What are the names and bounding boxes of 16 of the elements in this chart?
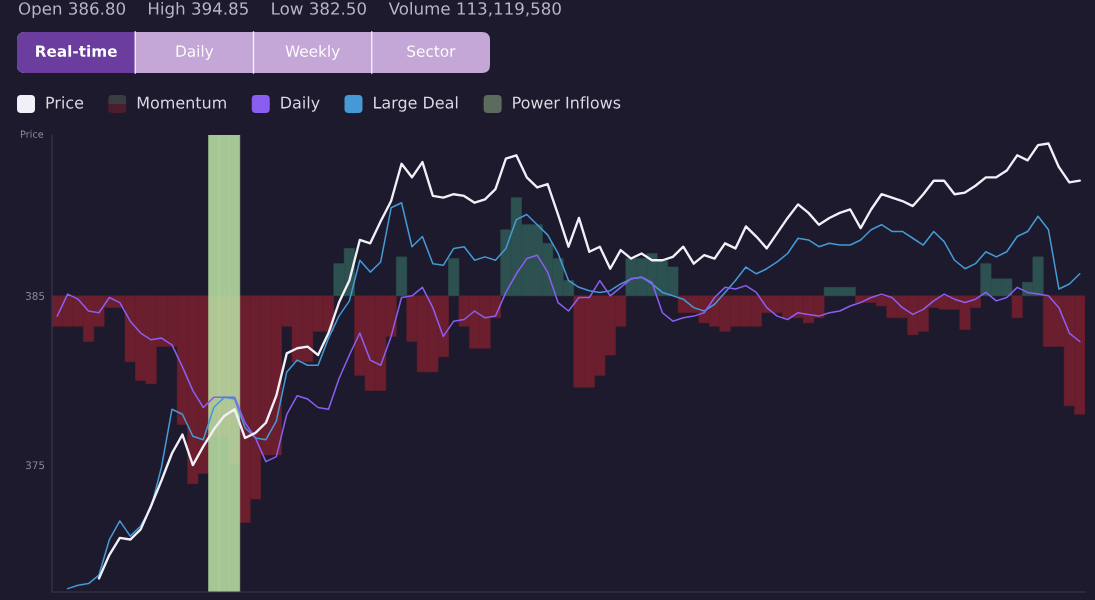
text: Real-time xyxy=(36,45,117,57)
text: Open 386.80 xyxy=(18,2,126,19)
y-axis-title: Price xyxy=(20,130,44,138)
y-tick-label: 385 xyxy=(25,292,45,300)
text: Weekly xyxy=(285,45,340,60)
text: Daily xyxy=(176,45,214,60)
text: Sector xyxy=(407,45,456,57)
legend-label: Large Deal xyxy=(374,96,458,112)
text: Volume 113,119,580 xyxy=(388,1,561,17)
text: Low 382.50 xyxy=(272,2,366,15)
legend-label: Price xyxy=(46,96,84,109)
text: High 394.85 xyxy=(149,1,248,19)
legend-label: Power Inflows xyxy=(513,96,621,109)
legend-label: Momentum xyxy=(137,96,226,109)
y-tick-label: 375 xyxy=(25,461,45,470)
legend-label: Daily xyxy=(281,96,320,112)
